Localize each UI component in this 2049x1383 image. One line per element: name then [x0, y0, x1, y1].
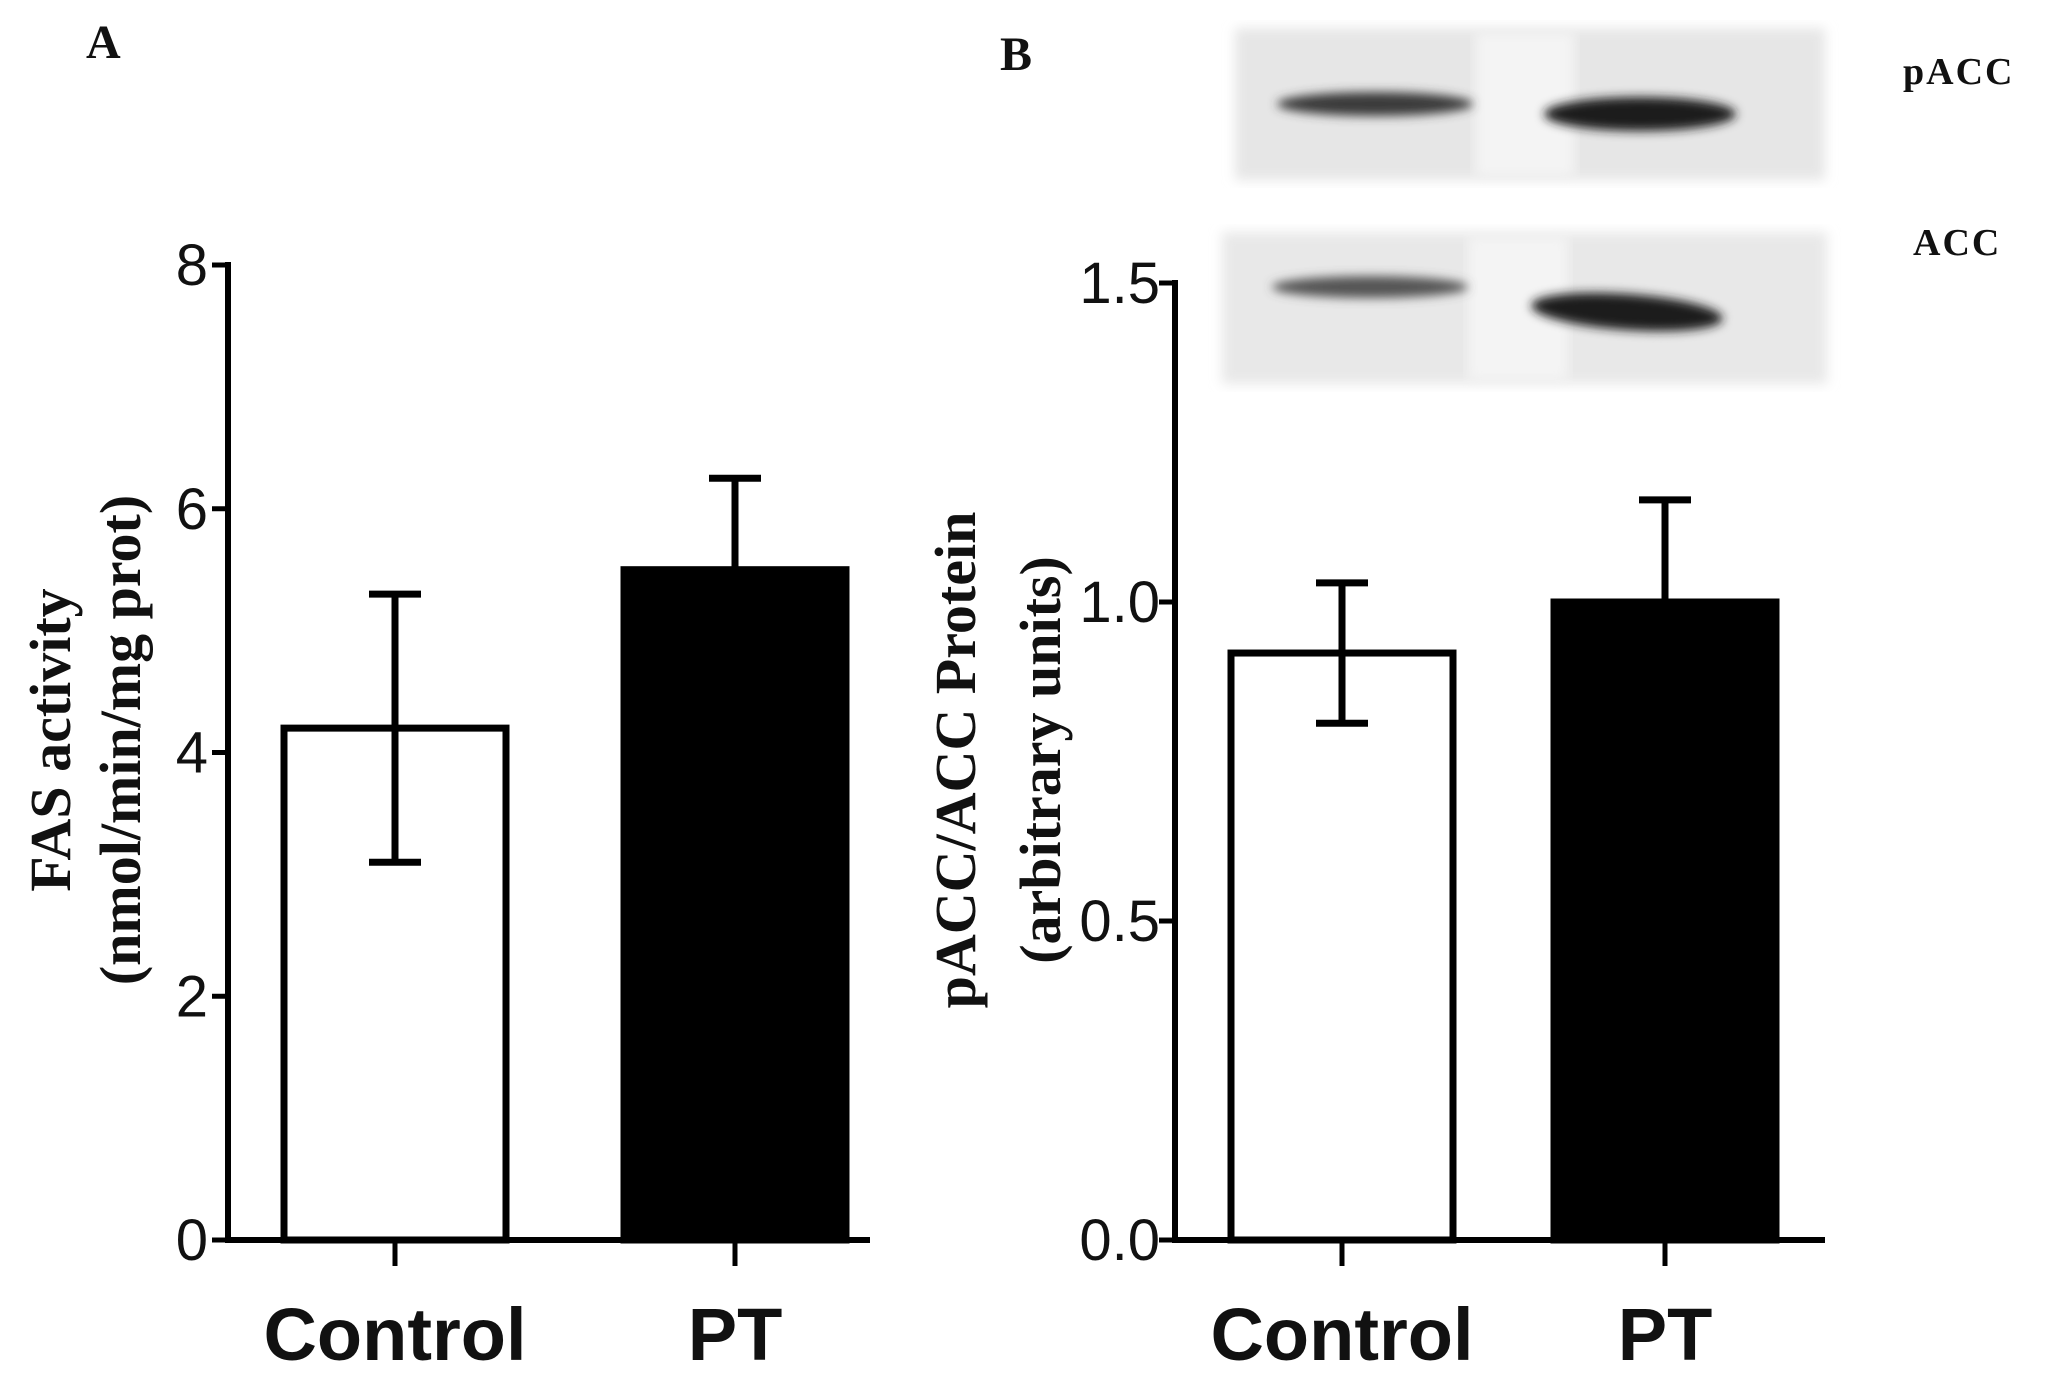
y-tick-label: 1.5 — [1079, 251, 1160, 316]
bar-control — [1227, 649, 1457, 1244]
band-acc-control — [1272, 276, 1468, 298]
western-blot-image — [1222, 28, 1827, 384]
y-tick-label: 1.0 — [1079, 570, 1160, 635]
bar-pt — [1550, 598, 1780, 1244]
y-tick-label: 0.0 — [1079, 1208, 1160, 1273]
band-pacc-pt — [1544, 97, 1736, 131]
y-axis-label: FAS activity — [18, 588, 83, 891]
y-tick-label: 0 — [176, 1208, 208, 1273]
y-tick-label: 8 — [176, 233, 208, 298]
y-tick-label: 0.5 — [1079, 889, 1160, 954]
x-tick-label: Control — [263, 1293, 526, 1376]
y-tick-label: 2 — [176, 964, 208, 1029]
x-tick-label: Control — [1210, 1293, 1473, 1376]
y-tick-label: 6 — [176, 477, 208, 542]
bar-pt — [620, 566, 850, 1244]
y-axis-label: pACC/ACC Protein — [923, 512, 988, 1009]
panel-label-a: A — [86, 16, 121, 69]
y-axis-label: (arbitrary units) — [1008, 556, 1073, 964]
panel-label-b: B — [1000, 28, 1032, 81]
x-tick-label: PT — [688, 1293, 783, 1376]
chart-b-pacc-acc: Control PT 0.0 0.5 1.0 1.5 pACC/ACC Protein (ar… — [923, 251, 1825, 1376]
y-axis-label: (nmol/min/mg prot) — [88, 495, 153, 985]
band-pacc-control — [1277, 92, 1473, 116]
y-tick-label: 4 — [176, 721, 208, 786]
blot-label-pacc: pACC — [1903, 51, 2014, 93]
blot-label-acc: ACC — [1913, 222, 2001, 264]
band-acc-pt — [1531, 292, 1723, 332]
x-tick-label: PT — [1618, 1293, 1713, 1376]
chart-a-fas-activity: Control PT 0 2 4 6 8 FAS activity (nmol/min/mg p… — [18, 233, 870, 1376]
